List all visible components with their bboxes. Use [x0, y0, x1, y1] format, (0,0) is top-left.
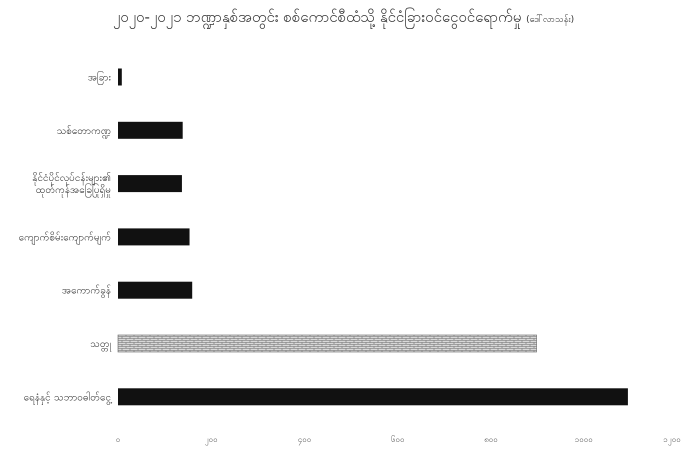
- category-label-1: သစ်တောကဏ္ဍ: [57, 124, 111, 139]
- x-tick-label-0: ၀: [116, 435, 121, 444]
- bar-6: [118, 388, 628, 406]
- bar-0: [118, 68, 122, 86]
- bar-2: [118, 175, 182, 193]
- title-text: ၂၀၂၀-၂၀၂၁ ဘဏ္ဍာနှစ်အတွင်း စစ်ကောင်စီထံသိ…: [112, 8, 522, 26]
- x-tick-label-3: ၆၀၀: [391, 434, 405, 444]
- bar-5: [117, 334, 537, 353]
- chart-title: ၂၀၂၀-၂၀၂၁ ဘဏ္ဍာနှစ်အတွင်း စစ်ကောင်စီထံသိ…: [0, 8, 687, 30]
- x-tick-label-5: ၁၀၀၀: [575, 435, 593, 444]
- category-label-6: ရေနံနှင့် သဘာဝဓါတ်ငွေ့: [24, 390, 114, 405]
- category-label-2: နိုင်ငံပိုင်လုပ်ငန်းများ၏ထုတ်ကုန်အခြေပြု…: [32, 171, 111, 198]
- category-label-4: အကောက်ခွန်: [62, 284, 111, 299]
- bar-4: [118, 281, 193, 299]
- bar-3: [118, 228, 190, 246]
- bar-1: [118, 121, 183, 139]
- x-tick-label-6: ၁၂၀၀: [663, 435, 680, 446]
- x-tick-label-4: ၈၀၀: [484, 435, 498, 444]
- x-tick-label-1: ၂၀၀: [205, 435, 218, 446]
- category-label-3: ကျောက်စိမ်းကျောက်မျက်: [19, 230, 111, 245]
- x-tick-label-2: ၄၀၀: [298, 435, 312, 446]
- category-label-5: သတ္တု: [90, 339, 111, 352]
- category-label-0: အခြား: [88, 70, 112, 86]
- title-unit: (ဒေါ်လာသန်း): [526, 15, 575, 25]
